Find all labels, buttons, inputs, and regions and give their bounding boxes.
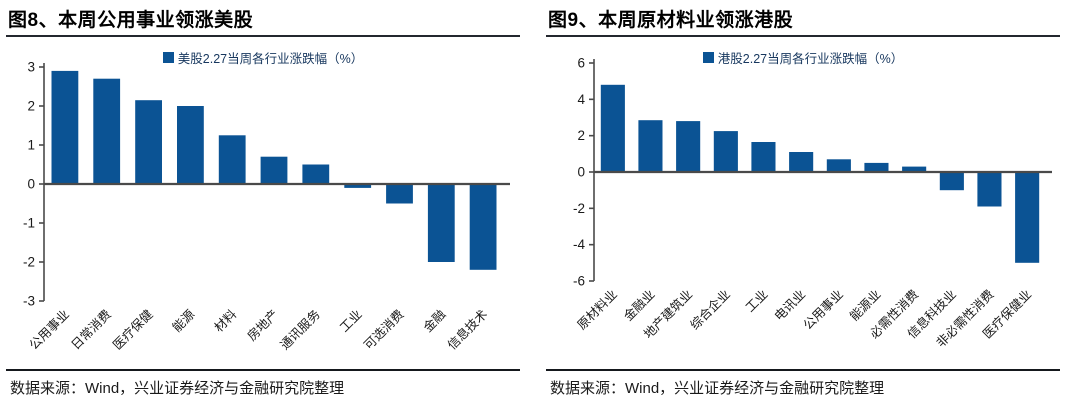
- x-tick-label: 能源: [170, 307, 198, 335]
- x-tick-label: 工业: [337, 307, 365, 335]
- y-tick-label: 3: [27, 60, 35, 75]
- bar: [826, 159, 851, 172]
- y-tick-label: 0: [27, 177, 35, 192]
- x-tick-label: 电讯业: [772, 287, 808, 323]
- y-tick-label: -2: [573, 201, 585, 216]
- x-tick-label: 可选消费: [361, 307, 406, 352]
- x-tick-label: 原材料业: [575, 287, 620, 332]
- y-tick-label: -3: [23, 294, 35, 309]
- title-rule: [546, 35, 1060, 37]
- x-tick-label: 能源业: [847, 287, 883, 323]
- x-tick-label: 工业: [743, 287, 771, 315]
- x-tick-label: 材料: [212, 307, 240, 335]
- y-tick-label: -4: [573, 237, 585, 252]
- bar: [260, 156, 288, 184]
- bar: [789, 152, 814, 172]
- y-tick-label: 2: [577, 128, 585, 143]
- x-tick-label: 房地产: [244, 307, 281, 344]
- x-tick-label: 信息技术: [444, 306, 490, 352]
- bar: [751, 142, 776, 172]
- x-tick-label: 金融: [420, 306, 449, 335]
- x-tick-label: 公用事业: [801, 287, 846, 332]
- x-tick-label: 日常消费: [69, 307, 114, 352]
- x-tick-label: 通讯服务: [277, 307, 323, 353]
- bar: [902, 166, 927, 172]
- figure-title: 图8、本周公用事业领涨美股: [8, 10, 254, 31]
- bar: [302, 164, 330, 184]
- bar: [218, 135, 246, 185]
- bar: [427, 184, 455, 262]
- y-tick-label: 6: [577, 56, 585, 71]
- x-tick-label: 金融业: [620, 287, 657, 324]
- y-tick-label: -1: [23, 216, 35, 231]
- us-chart-area: 美股2.27当周各行业涨跌幅（%） 3 2 1 0 -1 -2 -3 公用事业 日常消费 医疗保健…: [6, 37, 520, 367]
- bar: [676, 121, 701, 172]
- y-tick-label: 0: [577, 165, 585, 180]
- figure-title: 图9、本周原材料业领涨港股: [548, 10, 794, 31]
- x-tick-label: 综合企业: [687, 287, 733, 333]
- y-tick-label: -2: [23, 255, 35, 270]
- title-rule: [6, 35, 520, 37]
- y-tick-label: -6: [573, 274, 585, 289]
- bar: [51, 70, 79, 184]
- figure-panel-us: 图8、本周公用事业领涨美股 美股2.27当周各行业涨跌幅（%） 3 2 1 0 -1 -2…: [6, 10, 520, 398]
- source-note: 数据来源：Wind，兴业证券经济与金融研究院整理: [546, 369, 1060, 398]
- bar: [135, 100, 162, 184]
- bar: [864, 162, 889, 172]
- bar: [977, 172, 1002, 207]
- hk-chart-area: 港股2.27当周各行业涨跌幅（%） 6 4 2 0 -2 -4 -6 原材料业 金融业 地产建筑业…: [546, 37, 1060, 367]
- bar: [177, 106, 204, 184]
- figure-panel-hk: 图9、本周原材料业领涨港股 港股2.27当周各行业涨跌幅（%） 6 4 2 0 -2 -4…: [540, 0, 1080, 409]
- bar: [344, 184, 372, 188]
- bar: [1015, 172, 1040, 263]
- bar: [638, 120, 663, 172]
- bar: [93, 78, 121, 184]
- bar-chart-us: 3 2 1 0 -1 -2 -3公用事业日常消费医疗保健 能源 材料 房地产通讯服务 工业可选消费金…: [23, 60, 510, 353]
- x-tick-label: 公用事业: [27, 307, 72, 352]
- bar: [469, 184, 497, 270]
- source-note: 数据来源：Wind，兴业证券经济与金融研究院整理: [6, 369, 520, 398]
- y-tick-label: 2: [27, 99, 35, 114]
- bar: [713, 131, 738, 172]
- bar: [600, 84, 625, 172]
- bar: [939, 172, 964, 191]
- y-tick-label: 1: [27, 138, 35, 153]
- y-tick-label: 4: [577, 92, 585, 107]
- x-tick-label: 医疗保健: [110, 307, 156, 353]
- bar: [386, 184, 413, 204]
